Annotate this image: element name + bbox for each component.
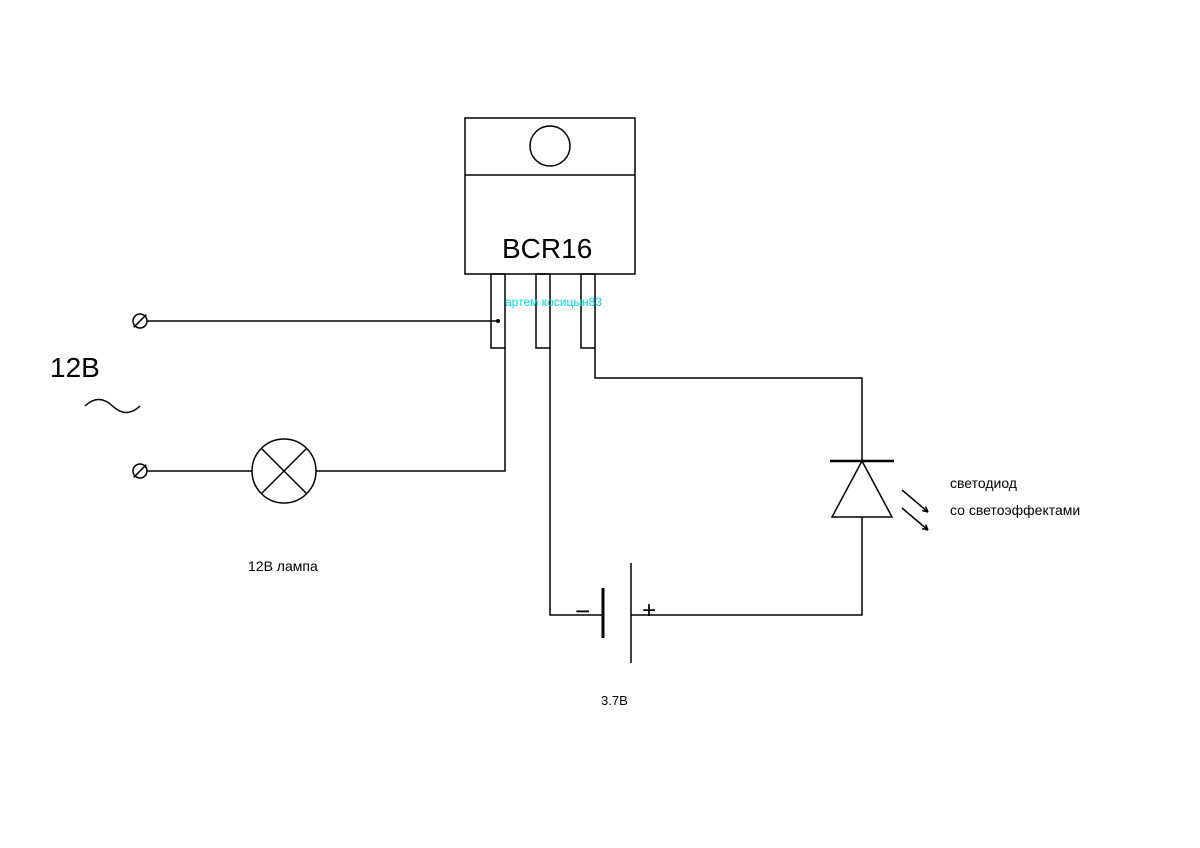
chip-pin [491, 274, 505, 348]
battery-plus-label: + [642, 597, 656, 625]
led-label-line2: со светоэффектами [950, 502, 1080, 518]
chip-pin [536, 274, 550, 348]
chip-mounting-hole [530, 126, 570, 166]
watermark-text: артем косицын83 [505, 295, 602, 309]
battery-minus-label: − [575, 596, 590, 627]
terminal-slash [134, 315, 147, 328]
wire [316, 348, 505, 471]
wire [631, 517, 862, 615]
lamp-label: 12В лампа [248, 558, 318, 574]
wire [550, 348, 603, 615]
led-icon [832, 461, 892, 517]
chip-part-number: BCR16 [502, 233, 592, 265]
source-voltage-label: 12В [50, 352, 100, 384]
wire [595, 348, 862, 461]
led-label-line1: светодиод [950, 475, 1017, 491]
circuit-diagram [0, 0, 1200, 848]
battery-voltage-label: 3.7В [601, 693, 628, 708]
terminal-slash [134, 465, 147, 478]
chip-pin [581, 274, 595, 348]
junction-dot [496, 319, 500, 323]
ac-source-icon [85, 400, 140, 413]
